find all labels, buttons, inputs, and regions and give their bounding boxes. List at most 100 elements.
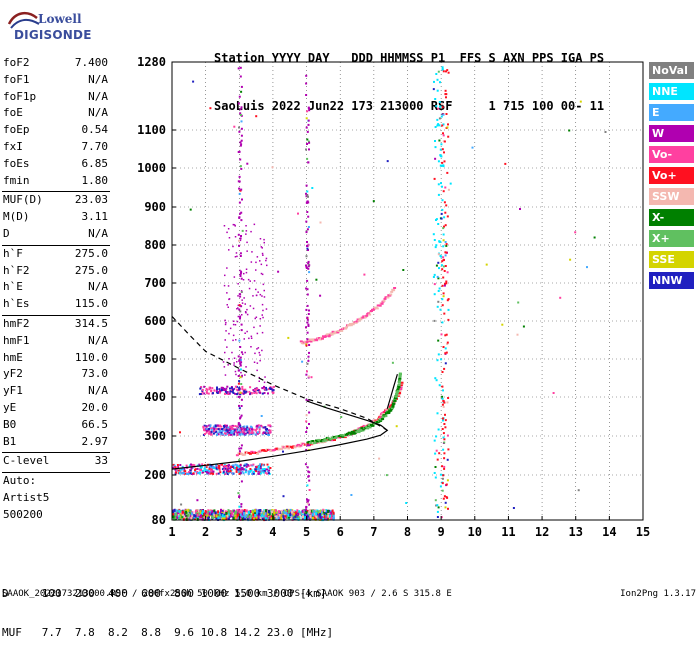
legend-item: W bbox=[649, 125, 694, 142]
echo-point bbox=[239, 429, 242, 432]
echo-point bbox=[442, 346, 445, 348]
echo-point bbox=[286, 516, 288, 519]
echo-point bbox=[306, 194, 309, 197]
echo-point bbox=[261, 303, 264, 306]
echo-point bbox=[221, 510, 224, 514]
echo-point bbox=[310, 376, 313, 379]
echo-point bbox=[307, 325, 310, 327]
echo-point bbox=[240, 90, 243, 93]
echo-point bbox=[223, 515, 226, 519]
digisonde-logo: Lowell DIGISONDE bbox=[4, 6, 91, 50]
echo-point bbox=[232, 223, 235, 226]
echo-point bbox=[447, 397, 450, 399]
echo-point bbox=[201, 391, 204, 393]
echo-point bbox=[238, 472, 241, 475]
echo-point bbox=[433, 80, 435, 83]
echo-point bbox=[308, 411, 311, 414]
echo-point bbox=[441, 106, 444, 109]
divider bbox=[2, 191, 110, 193]
y-tick-label: 400 bbox=[144, 390, 166, 404]
echo-point bbox=[379, 419, 383, 422]
echo-point bbox=[255, 288, 257, 291]
echo-point bbox=[238, 387, 241, 390]
echo-point bbox=[346, 434, 350, 437]
echo-point bbox=[264, 376, 266, 378]
echo-point bbox=[228, 298, 230, 301]
echo-point bbox=[442, 292, 445, 295]
echo-point bbox=[239, 424, 242, 427]
echo-point bbox=[441, 298, 444, 301]
echo-point bbox=[444, 224, 447, 227]
echo-point bbox=[305, 126, 308, 129]
echo-point bbox=[234, 225, 236, 227]
echo-point bbox=[238, 244, 240, 247]
echo-point bbox=[438, 139, 441, 142]
echo-point bbox=[437, 261, 440, 264]
echo-point bbox=[192, 472, 195, 475]
echo-point bbox=[250, 426, 253, 429]
param-value: 3.11 bbox=[81, 210, 109, 224]
echo-point bbox=[241, 470, 244, 473]
echo-point bbox=[441, 268, 444, 271]
echo-point bbox=[445, 282, 448, 285]
echo-point bbox=[444, 241, 447, 243]
echo-point bbox=[250, 335, 253, 338]
echo-point bbox=[190, 512, 193, 516]
echo-point bbox=[240, 323, 243, 326]
echo-point bbox=[223, 225, 226, 227]
echo-point bbox=[213, 425, 216, 428]
echo-point bbox=[439, 485, 442, 488]
echo-point bbox=[252, 307, 255, 310]
echo-point bbox=[238, 407, 241, 410]
echo-point bbox=[289, 508, 292, 512]
echo-point bbox=[236, 425, 239, 428]
echo-point bbox=[216, 386, 218, 389]
echo-point bbox=[441, 385, 444, 388]
echo-point bbox=[574, 231, 577, 234]
echo-point bbox=[435, 218, 438, 221]
echo-point bbox=[306, 370, 308, 373]
echo-point bbox=[283, 447, 287, 450]
echo-point bbox=[398, 392, 402, 395]
echo-point bbox=[305, 344, 308, 347]
echo-point bbox=[262, 464, 265, 467]
echo-point bbox=[247, 430, 250, 433]
echo-point bbox=[201, 388, 204, 391]
echo-point bbox=[250, 346, 252, 348]
echo-point bbox=[340, 434, 344, 436]
echo-point bbox=[311, 338, 315, 341]
echo-point bbox=[333, 439, 336, 441]
echo-point bbox=[266, 264, 268, 267]
echo-point bbox=[242, 279, 245, 281]
echo-point bbox=[234, 385, 237, 388]
muf-table: D 100 200 400 600 800 1000 1500 3000 [km… bbox=[2, 561, 333, 652]
echo-point bbox=[307, 262, 310, 265]
echo-point bbox=[439, 155, 442, 157]
echo-point bbox=[255, 466, 258, 469]
echo-point bbox=[434, 476, 437, 479]
echo-point bbox=[336, 331, 340, 334]
echo-point bbox=[252, 472, 255, 475]
echo-point bbox=[439, 105, 442, 108]
echo-point bbox=[235, 429, 237, 432]
echo-point bbox=[382, 299, 386, 302]
echo-point bbox=[307, 313, 310, 315]
echo-point bbox=[305, 308, 308, 311]
echo-point bbox=[249, 468, 252, 470]
echo-point bbox=[239, 144, 242, 147]
echo-point bbox=[189, 472, 192, 475]
echo-point bbox=[197, 472, 199, 474]
echo-point bbox=[224, 472, 227, 475]
echo-point bbox=[253, 470, 255, 473]
x-tick-label: 3 bbox=[236, 525, 243, 539]
echo-point bbox=[436, 359, 439, 362]
echo-point bbox=[308, 516, 311, 520]
echo-point bbox=[255, 392, 258, 395]
echo-point bbox=[304, 509, 307, 513]
echo-point bbox=[307, 201, 310, 204]
echo-point bbox=[229, 387, 231, 390]
echo-point bbox=[261, 387, 264, 390]
echo-point bbox=[233, 224, 236, 226]
echo-point bbox=[221, 514, 224, 518]
echo-point bbox=[218, 464, 220, 467]
